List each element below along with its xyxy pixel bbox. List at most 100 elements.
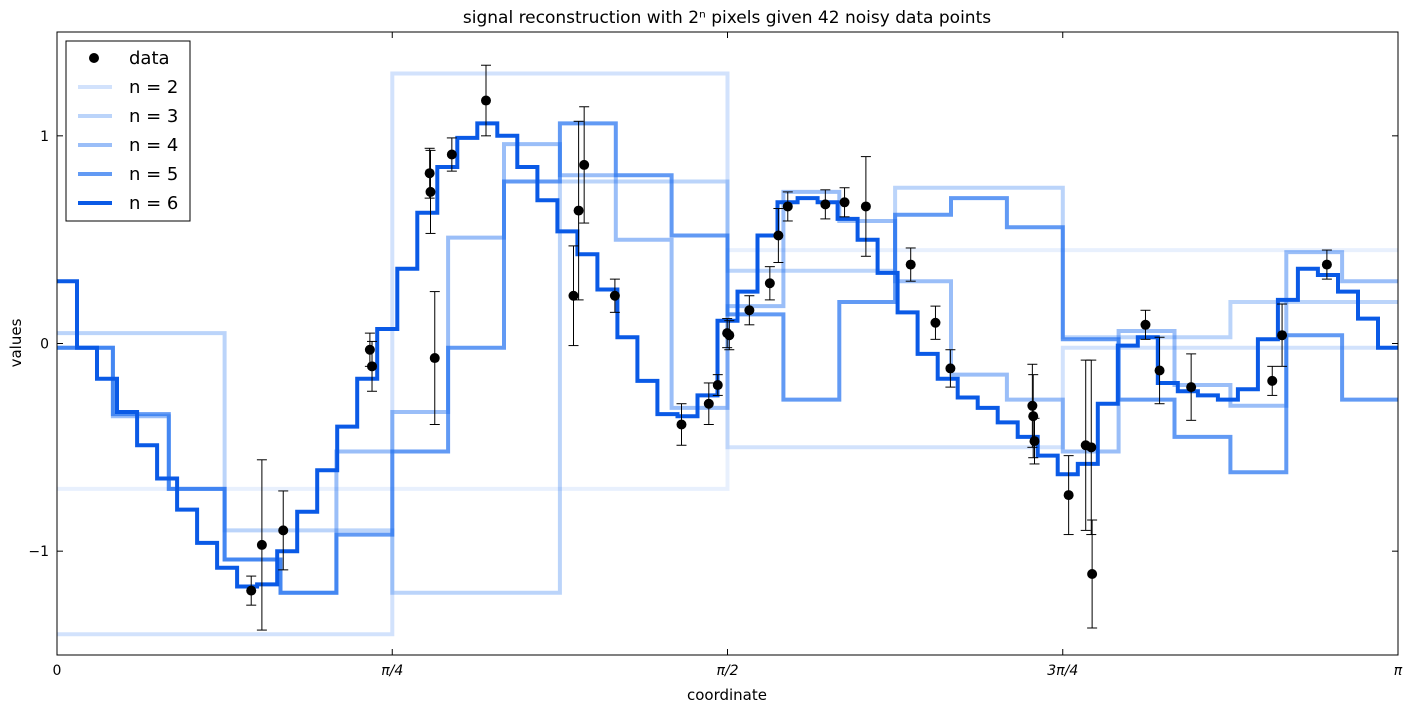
- legend-label: data: [129, 48, 170, 69]
- data-marker: [744, 305, 755, 316]
- legend-label: n = 5: [129, 164, 178, 185]
- legend-box: [65, 40, 191, 222]
- x-axis-label: coordinate: [687, 686, 767, 704]
- data-marker: [1140, 319, 1151, 330]
- data-marker: [1029, 436, 1040, 447]
- legend-entry: n = 3: [78, 106, 178, 127]
- data-point: [256, 459, 267, 631]
- points-layer: [246, 64, 1332, 631]
- data-marker: [429, 353, 440, 364]
- data-point: [676, 403, 687, 446]
- data-point: [820, 189, 831, 220]
- data-point: [724, 320, 735, 351]
- data-point: [839, 187, 850, 218]
- data-point: [1277, 303, 1288, 367]
- data-marker: [1154, 365, 1165, 376]
- data-marker: [1027, 400, 1038, 411]
- data-marker: [764, 278, 775, 289]
- x-tick-label: 0: [53, 663, 62, 679]
- data-point: [782, 191, 793, 222]
- data-marker: [676, 419, 687, 430]
- legend-label: n = 2: [129, 77, 178, 98]
- plot-frame: [56, 31, 1399, 656]
- data-marker: [364, 344, 375, 355]
- data-marker: [703, 398, 714, 409]
- data-marker: [712, 380, 723, 391]
- data-marker: [1321, 259, 1332, 270]
- data-point: [1267, 365, 1278, 396]
- data-point: [1086, 359, 1097, 536]
- data-marker: [425, 186, 436, 197]
- legend-entry: n = 4: [78, 135, 178, 156]
- legend-label: n = 3: [129, 106, 178, 127]
- data-marker: [278, 525, 289, 536]
- data-point: [1029, 417, 1040, 465]
- legend-label: n = 6: [129, 193, 178, 214]
- data-marker: [480, 95, 491, 106]
- data-marker: [1028, 411, 1039, 422]
- data-point: [764, 266, 775, 301]
- chart-title: signal reconstruction with 2ⁿ pixels giv…: [463, 8, 991, 28]
- data-marker: [446, 149, 457, 160]
- data-marker: [860, 201, 871, 212]
- legend-entry: n = 5: [78, 164, 178, 185]
- axes-layer: 0 π/4 π/2 3π/4 π −1 0 1: [28, 32, 1403, 679]
- data-marker: [609, 290, 620, 301]
- data-marker: [945, 363, 956, 374]
- data-marker: [1087, 569, 1098, 580]
- data-marker: [579, 159, 590, 170]
- data-marker: [367, 361, 378, 372]
- data-marker: [246, 585, 257, 596]
- y-tick-label: 1: [40, 129, 49, 145]
- data-marker: [820, 199, 831, 210]
- data-point: [1063, 455, 1074, 536]
- legend-entry: n = 2: [78, 77, 178, 98]
- data-point: [712, 374, 723, 396]
- data-marker: [568, 290, 579, 301]
- data-point: [930, 305, 941, 340]
- data-marker: [1267, 375, 1278, 386]
- legend: data n = 2 n = 3 n = 4 n = 5 n = 6: [65, 40, 191, 222]
- data-point: [860, 156, 871, 257]
- data-point: [1027, 363, 1038, 448]
- data-point: [905, 247, 916, 282]
- data-point: [568, 245, 579, 347]
- legend-marker: [89, 53, 99, 63]
- data-point: [703, 382, 714, 425]
- data-marker: [773, 230, 784, 241]
- data-marker: [424, 168, 435, 179]
- y-axis-label: values: [7, 318, 25, 367]
- data-marker: [839, 197, 850, 208]
- data-point: [429, 291, 440, 425]
- data-point: [744, 295, 755, 326]
- x-tick-label: π/2: [716, 663, 738, 679]
- data-marker: [782, 201, 793, 212]
- data-marker: [930, 317, 941, 328]
- data-point: [609, 278, 620, 313]
- x-tick-label: 3π/4: [1047, 663, 1078, 679]
- data-marker: [724, 330, 735, 341]
- x-tick-label: π/4: [381, 663, 403, 679]
- data-point: [367, 340, 378, 392]
- data-point: [446, 137, 457, 172]
- data-point: [1087, 519, 1098, 629]
- data-point: [1140, 309, 1151, 340]
- data-point: [773, 208, 784, 264]
- y-tick-label: −1: [28, 544, 49, 560]
- data-marker: [256, 539, 267, 550]
- data-marker: [1063, 490, 1074, 501]
- legend-entry: n = 6: [78, 193, 178, 214]
- data-marker: [1186, 382, 1197, 393]
- data-point: [425, 149, 436, 234]
- legend-entry: data: [89, 48, 170, 69]
- legend-label: n = 4: [129, 135, 178, 156]
- data-point: [246, 575, 257, 606]
- data-point: [278, 490, 289, 571]
- data-point: [1321, 249, 1332, 280]
- data-marker: [573, 205, 584, 216]
- data-point: [1154, 336, 1165, 405]
- series-n-5: [57, 121, 1398, 595]
- data-point: [579, 106, 590, 224]
